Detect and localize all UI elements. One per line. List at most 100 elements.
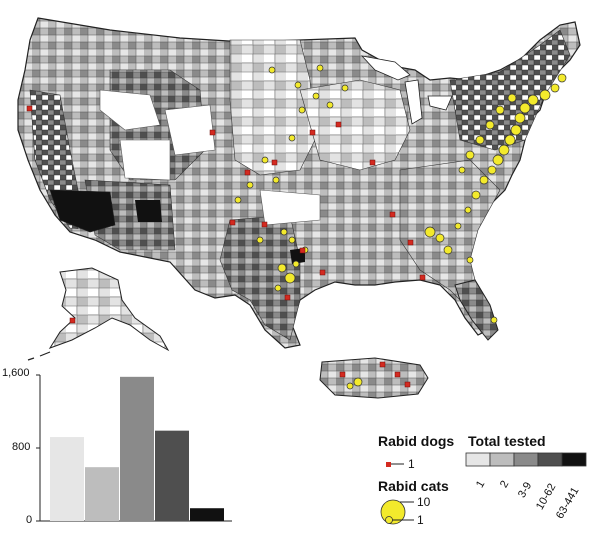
dog-marker <box>261 221 268 228</box>
dog-marker <box>284 294 291 301</box>
dark-county-cluster <box>135 200 162 222</box>
cat-marker <box>495 105 505 115</box>
legend-dog-value: 1 <box>408 457 415 471</box>
no-data-area <box>99 89 161 131</box>
legend-swatch <box>465 452 491 467</box>
cat-marker <box>539 89 551 101</box>
dog-marker <box>244 169 251 176</box>
legend-swatch <box>489 452 515 467</box>
bar-63-441 <box>190 508 224 521</box>
cat-marker <box>485 120 495 130</box>
texas-region <box>219 214 301 341</box>
dog-marker <box>299 247 306 254</box>
cat-marker <box>234 196 242 204</box>
cat-marker <box>464 206 472 214</box>
dog-marker <box>369 159 376 166</box>
cat-marker <box>550 83 560 93</box>
legend-cat-large-value: 10 <box>417 495 431 509</box>
cat-marker <box>256 236 264 244</box>
y-tick-label-zero: 0 <box>26 514 33 526</box>
cat-marker <box>471 190 481 200</box>
puerto-rico-outline <box>319 357 429 399</box>
cat-marker <box>261 156 269 164</box>
no-data-area <box>164 104 216 156</box>
northeast-region <box>449 29 571 151</box>
dog-marker <box>69 317 76 324</box>
y-tick-label-top: 1,600 <box>2 367 30 379</box>
legend-total-title: Total tested <box>468 433 546 449</box>
bar-3-9 <box>120 376 154 521</box>
aleutian-islands <box>27 351 51 361</box>
cat-legend-small <box>385 516 393 524</box>
dog-marker <box>339 371 346 378</box>
cat-marker <box>514 112 526 124</box>
cat-marker <box>507 93 517 103</box>
cat-marker <box>353 377 363 387</box>
cat-marker <box>280 228 288 236</box>
y-tick-label-mid: 800 <box>12 441 31 453</box>
cat-marker <box>519 102 531 114</box>
cat-marker <box>316 64 324 72</box>
cat-marker <box>492 154 504 166</box>
cat-marker <box>479 175 489 185</box>
legend-dog-symbol <box>386 462 404 467</box>
cat-marker <box>326 101 334 109</box>
rabid-dog-markers <box>26 105 426 388</box>
cat-marker <box>274 284 282 292</box>
contiguous-us-map <box>17 17 581 349</box>
florida <box>454 279 499 341</box>
cat-marker <box>465 150 475 160</box>
cat-marker <box>298 106 306 114</box>
bar-chart <box>36 374 232 522</box>
cat-marker <box>490 316 498 324</box>
cat-marker <box>454 222 462 230</box>
legend-cat-small-value: 1 <box>417 513 424 527</box>
cat-marker <box>498 144 510 156</box>
alaska-map <box>27 267 170 361</box>
dog-marker <box>389 211 396 218</box>
cat-marker <box>435 233 445 243</box>
dog-marker <box>407 239 414 246</box>
dog-marker <box>394 371 401 378</box>
cat-marker <box>246 181 254 189</box>
cat-marker <box>312 92 320 100</box>
no-data-area <box>259 189 321 226</box>
cat-marker <box>346 382 354 390</box>
dog-marker <box>309 129 316 136</box>
alaska-outline <box>48 267 170 352</box>
cat-marker <box>466 256 474 264</box>
dog-marker <box>335 121 342 128</box>
legend-cat-symbols <box>380 499 414 525</box>
legend-cats-title: Rabid cats <box>378 478 449 494</box>
dog-marker <box>404 381 411 388</box>
legend-swatch <box>561 452 587 467</box>
dog-marker <box>229 219 236 226</box>
cat-marker <box>268 66 276 74</box>
cat-marker <box>458 166 466 174</box>
cat-marker <box>341 84 349 92</box>
legend-swatches <box>465 452 587 467</box>
cat-marker <box>487 165 497 175</box>
cat-marker <box>475 135 485 145</box>
cat-marker <box>288 236 296 244</box>
legend-dogs-title: Rabid dogs <box>378 433 455 449</box>
dog-marker <box>419 274 426 281</box>
legend-swatch <box>513 452 539 467</box>
dog-legend-marker <box>386 462 391 467</box>
dog-marker <box>209 129 216 136</box>
rabid-cat-markers <box>234 64 567 390</box>
dog-marker <box>26 105 33 112</box>
cat-marker <box>424 226 436 238</box>
bar-2 <box>85 467 119 521</box>
dog-marker <box>379 361 386 368</box>
cat-marker <box>277 263 287 273</box>
cat-marker <box>504 134 516 146</box>
dark-county-cluster <box>49 189 116 233</box>
cat-marker <box>288 134 296 142</box>
puerto-rico-map <box>319 357 429 399</box>
cat-marker <box>294 81 302 89</box>
great-lakes <box>360 55 453 125</box>
cat-marker <box>272 176 280 184</box>
plains-region <box>229 39 316 176</box>
